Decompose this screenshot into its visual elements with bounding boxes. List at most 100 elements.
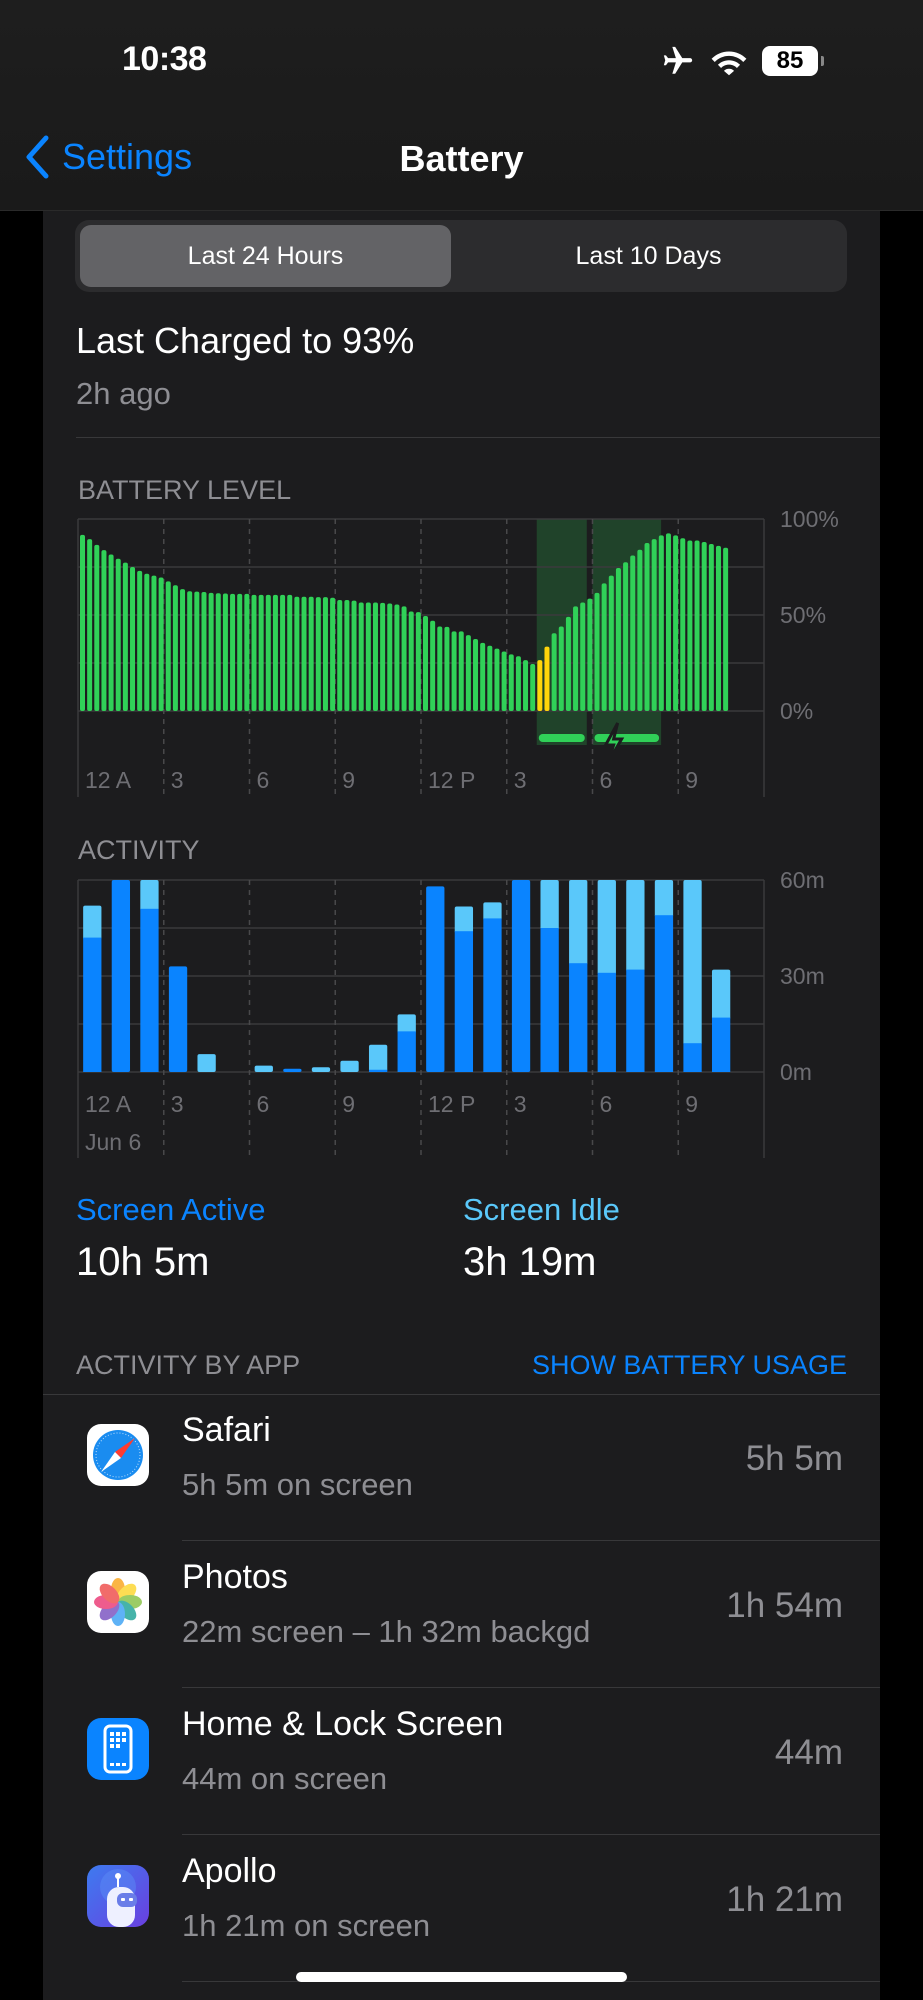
- date-label: Jun 6: [85, 1129, 141, 1155]
- status-icons: 85: [660, 44, 824, 78]
- x-tick-label: 6: [257, 1091, 270, 1117]
- activity-by-app-header: ACTIVITY BY APP: [76, 1350, 301, 1380]
- battery-level-bar: [80, 534, 86, 711]
- screen-active-bar: [140, 908, 159, 1072]
- battery-level-bar: [258, 594, 264, 711]
- time-range-segmented-control: Last 24 Hours Last 10 Days: [75, 220, 847, 292]
- screen-active-bar: [83, 937, 102, 1072]
- activity-chart: 12 A 3 6 9 12 P 3 6 9 60m 30m 0m Jun 6: [77, 867, 825, 1158]
- battery-level-bar: [694, 540, 700, 711]
- screen-idle-bar: [626, 880, 645, 972]
- app-row-photos[interactable]: Photos 22m screen – 1h 32m backgd 1h 54m: [43, 1542, 880, 1688]
- battery-level-bar: [708, 543, 714, 711]
- battery-level-bar: [637, 549, 643, 711]
- battery-level-bar: [272, 594, 278, 711]
- app-detail: 22m screen – 1h 32m backgd: [182, 1614, 591, 1649]
- battery-level-bar: [687, 540, 693, 711]
- battery-level-bar: [437, 626, 443, 711]
- battery-level-bar: [580, 602, 586, 711]
- back-button[interactable]: Settings: [24, 135, 192, 179]
- y-tick-label: 100%: [780, 506, 839, 532]
- app-detail: 1h 21m on screen: [182, 1908, 431, 1943]
- y-tick-label: 50%: [780, 602, 826, 628]
- battery-level-bar: [601, 583, 607, 711]
- x-tick-label: 12 A: [85, 1091, 132, 1117]
- x-tick-label: 6: [257, 767, 270, 793]
- battery-level-bar: [101, 550, 107, 711]
- battery-icon: 85: [762, 46, 824, 76]
- battery-level-bar: [172, 585, 178, 711]
- app-name: Apollo: [182, 1852, 277, 1890]
- chevron-left-icon: [26, 135, 49, 179]
- x-tick-label: 3: [171, 767, 184, 793]
- battery-level-bar: [558, 626, 564, 711]
- battery-level-bar: [380, 602, 386, 711]
- x-tick-label: 12 A: [85, 767, 132, 793]
- battery-level-bar: [473, 639, 479, 711]
- screen-active-bar: [283, 1068, 302, 1072]
- battery-level-bar: [487, 645, 493, 711]
- screen-idle-bar: [83, 905, 102, 940]
- last-charged-time: 2h ago: [76, 376, 171, 411]
- screen-idle-bar: [254, 1065, 273, 1072]
- screen-idle-bar: [140, 880, 159, 911]
- screen-active-bar: [540, 928, 559, 1072]
- app-row-safari[interactable]: Safari 5h 5m on screen 5h 5m: [43, 1395, 880, 1541]
- status-time: 10:38: [122, 40, 207, 78]
- battery-level-bar: [723, 547, 729, 711]
- battery-level-bar: [430, 620, 436, 711]
- segment-last-10-days[interactable]: Last 10 Days: [575, 241, 722, 270]
- battery-level-bar: [544, 646, 550, 711]
- screen-active-bar: [569, 963, 588, 1072]
- battery-level-bar: [244, 593, 250, 711]
- battery-level-bar: [587, 598, 593, 711]
- battery-card: [43, 210, 880, 2000]
- x-tick-label: 9: [685, 1091, 698, 1117]
- battery-level-bar: [630, 555, 636, 711]
- battery-level-bar: [215, 593, 221, 711]
- battery-level-title: BATTERY LEVEL: [78, 475, 292, 505]
- screen-active-value: 10h 5m: [76, 1240, 210, 1284]
- battery-level-bar: [494, 648, 500, 711]
- y-tick-label: 0%: [780, 698, 813, 724]
- battery-level-bar: [394, 604, 400, 711]
- app-detail: 5h 5m on screen: [182, 1467, 413, 1502]
- battery-level-bar: [208, 592, 214, 711]
- app-usage-value: 5h 5m: [745, 1439, 843, 1478]
- battery-level-bar: [523, 660, 529, 711]
- x-tick-label: 12 P: [428, 1091, 475, 1117]
- app-row-apollo[interactable]: Apollo 1h 21m on screen 1h 21m: [43, 1836, 880, 1982]
- battery-level-bar: [508, 654, 514, 711]
- charging-indicator-bar: [594, 734, 660, 742]
- battery-level-bar: [151, 575, 157, 711]
- battery-level-bar: [458, 631, 464, 711]
- battery-level-bar: [451, 631, 457, 711]
- battery-level-bar: [408, 611, 414, 711]
- x-tick-label: 6: [600, 767, 613, 793]
- show-battery-usage-button[interactable]: SHOW BATTERY USAGE: [531, 1350, 847, 1380]
- battery-level-bar: [565, 616, 571, 711]
- divider: [182, 1540, 880, 1541]
- x-tick-label: 3: [171, 1091, 184, 1117]
- battery-level-bar: [480, 642, 486, 711]
- charging-indicator-bar: [538, 734, 585, 742]
- charging-bolt-icon: [603, 722, 625, 764]
- wifi-icon: [711, 51, 747, 76]
- screen-idle-bar: [340, 1060, 359, 1072]
- battery-level-bar: [201, 591, 207, 711]
- battery-level-bar: [158, 577, 164, 711]
- app-row-home-lock-screen[interactable]: Home & Lock Screen 44m on screen 44m: [43, 1689, 880, 1835]
- battery-level-bar: [680, 538, 686, 711]
- x-tick-label: 9: [342, 1091, 355, 1117]
- battery-level-bar: [94, 544, 100, 711]
- app-usage-value: 1h 21m: [726, 1880, 843, 1919]
- home-lock-screen-icon: [87, 1718, 149, 1780]
- segment-last-24-hours[interactable]: Last 24 Hours: [80, 225, 451, 287]
- screen-active-bar: [111, 880, 131, 1072]
- screen-idle-bar: [197, 1054, 216, 1072]
- home-indicator[interactable]: [296, 1972, 627, 1982]
- screen-idle-label: Screen Idle: [463, 1192, 620, 1227]
- battery-level-bar: [115, 558, 121, 711]
- battery-level-bar: [623, 562, 629, 711]
- airplane-icon: [663, 46, 693, 74]
